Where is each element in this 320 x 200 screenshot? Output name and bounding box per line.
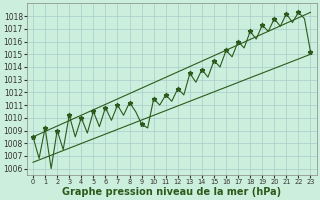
X-axis label: Graphe pression niveau de la mer (hPa): Graphe pression niveau de la mer (hPa): [62, 187, 281, 197]
